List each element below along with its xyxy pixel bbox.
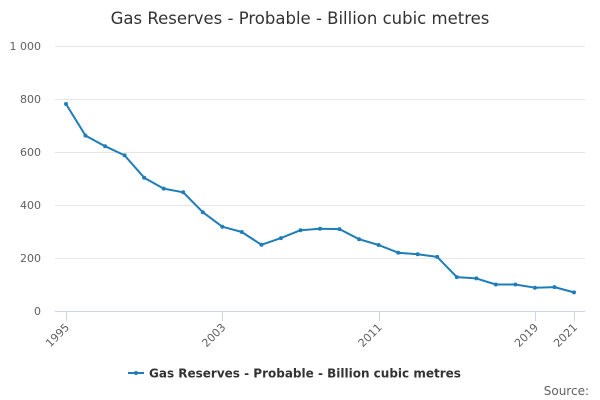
data-point[interactable] <box>259 242 264 247</box>
data-point[interactable] <box>318 226 322 231</box>
data-point[interactable] <box>122 153 127 158</box>
x-axis-labels: 1995 2003 2011 2019 2021 <box>43 321 580 350</box>
data-point[interactable] <box>357 237 362 242</box>
y-axis-labels: 0 200 400 600 800 1 000 <box>10 40 42 318</box>
data-point[interactable] <box>220 224 225 229</box>
data-point[interactable] <box>161 186 166 191</box>
data-point[interactable] <box>83 133 88 138</box>
data-point[interactable] <box>454 275 459 280</box>
data-point[interactable] <box>298 228 303 233</box>
legend-label: Gas Reserves - Probable - Billion cubic … <box>149 367 461 381</box>
data-point[interactable] <box>142 175 147 180</box>
y-tick-label: 600 <box>20 146 41 159</box>
x-tick-label: 1995 <box>43 321 72 350</box>
data-point[interactable] <box>278 236 283 241</box>
data-point[interactable] <box>572 290 576 295</box>
data-point[interactable] <box>435 254 440 259</box>
data-point[interactable] <box>552 285 557 290</box>
data-point[interactable] <box>239 230 244 234</box>
x-tick-label: 2003 <box>199 321 228 350</box>
x-tick-label: 2021 <box>551 321 580 350</box>
data-point[interactable] <box>64 102 68 106</box>
series-line[interactable] <box>65 103 575 294</box>
gridlines <box>55 46 585 259</box>
data-point[interactable] <box>474 276 479 281</box>
data-point[interactable] <box>493 282 498 287</box>
data-point[interactable] <box>532 285 537 290</box>
source-credit: Source: <box>544 384 589 398</box>
data-point[interactable] <box>200 210 205 215</box>
y-tick-label: 0 <box>34 305 41 318</box>
series-layer <box>64 102 576 295</box>
legend-marker-symbol <box>134 371 138 375</box>
data-point[interactable] <box>376 243 381 247</box>
x-axis-ticks <box>66 311 575 321</box>
y-tick-label: 400 <box>20 199 41 212</box>
data-point[interactable] <box>181 190 186 195</box>
chart-title: Gas Reserves - Probable - Billion cubic … <box>111 9 490 28</box>
data-point[interactable] <box>337 227 342 232</box>
legend[interactable]: Gas Reserves - Probable - Billion cubic … <box>128 367 461 381</box>
y-tick-label: 200 <box>20 252 41 265</box>
y-tick-label: 1 000 <box>10 40 42 53</box>
y-tick-label: 800 <box>20 93 41 106</box>
data-point[interactable] <box>415 252 420 257</box>
data-point[interactable] <box>513 282 518 287</box>
x-tick-label: 2019 <box>512 321 541 350</box>
x-tick-label: 2011 <box>356 321 385 350</box>
data-point[interactable] <box>396 250 401 255</box>
data-point[interactable] <box>103 144 108 149</box>
